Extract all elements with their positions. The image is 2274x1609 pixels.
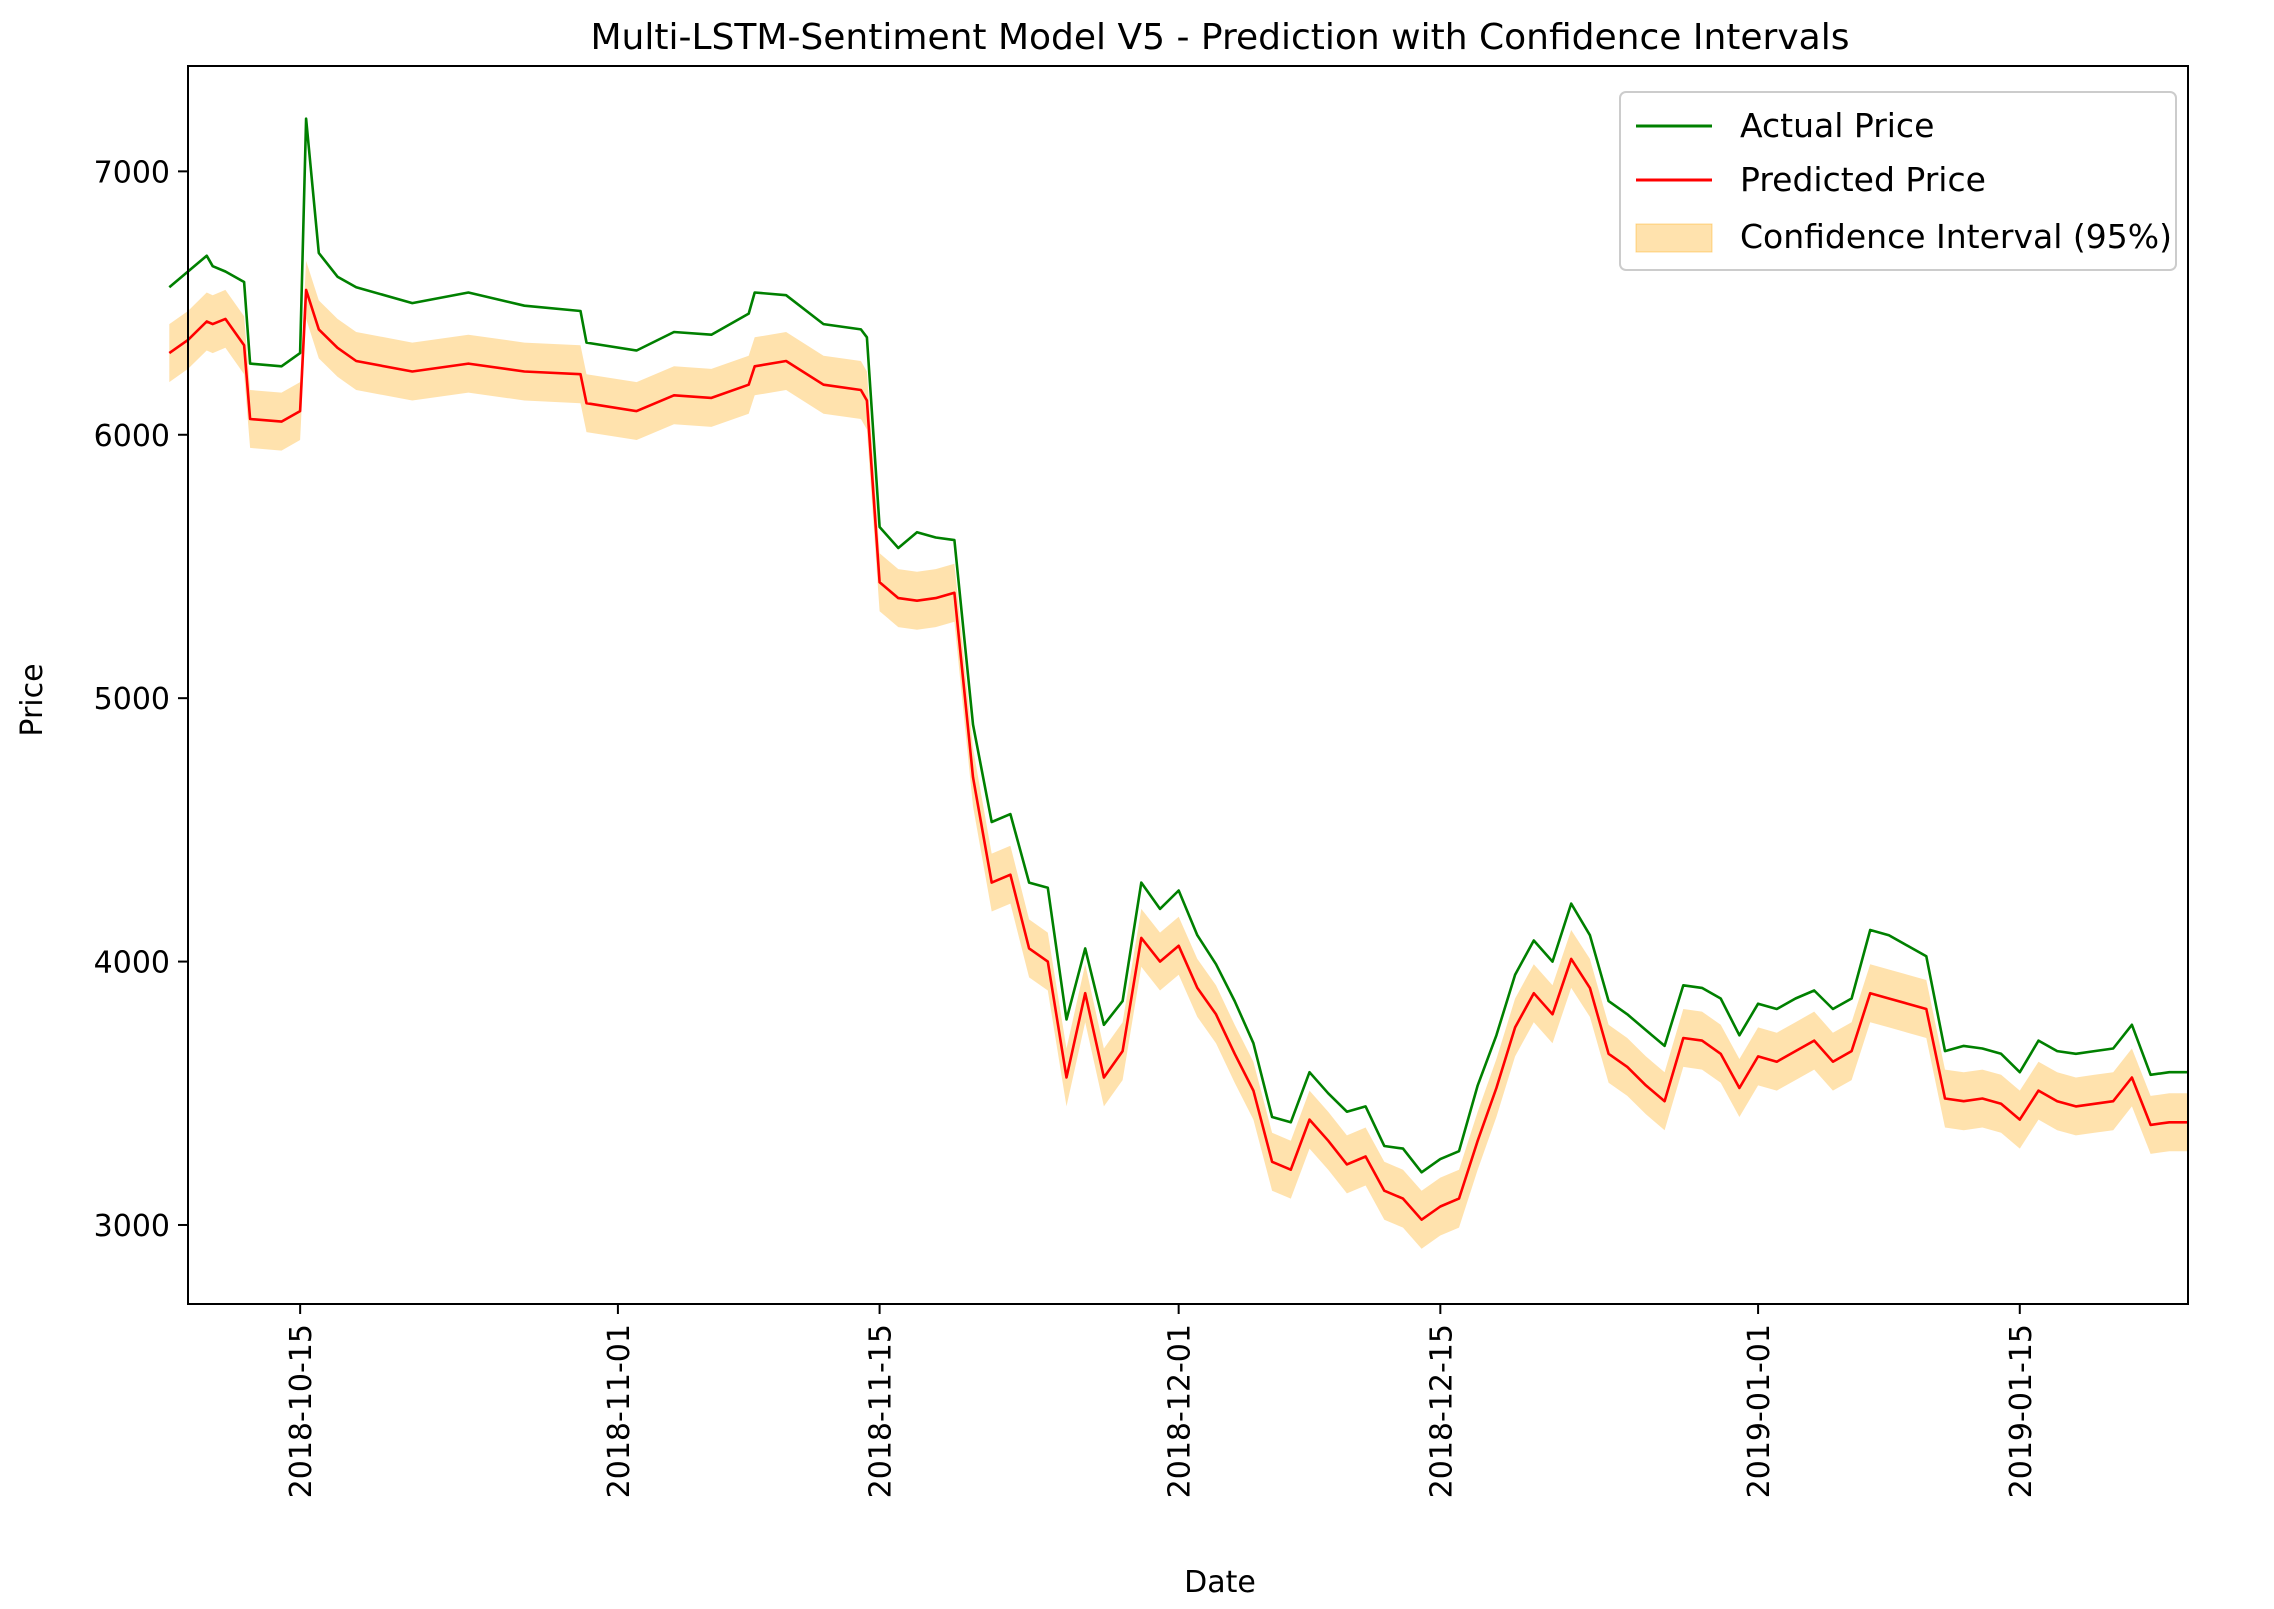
plot-area: [168, 117, 2188, 1249]
chart-title: Multi-LSTM-Sentiment Model V5 - Predicti…: [591, 17, 1850, 58]
x-tick-label: 2019-01-15: [2004, 1324, 2039, 1498]
x-axis-title: Date: [1184, 1565, 1256, 1600]
legend-actual-label: Actual Price: [1740, 106, 1934, 145]
x-tick-label: 2019-01-01: [1742, 1324, 1777, 1498]
legend-frame: [1619, 91, 2177, 271]
y-tick-label: 5000: [94, 682, 170, 717]
plot-frame: [187, 65, 2189, 1305]
legend-ci-label: Confidence Interval (95%): [1740, 217, 2172, 256]
y-tick-label: 4000: [94, 946, 170, 981]
legend-ci-swatch: [1635, 223, 1713, 253]
y-tick-label: 3000: [94, 1209, 170, 1244]
legend: Actual Price Predicted Price Confidence …: [1619, 91, 2177, 271]
y-tick-label: 6000: [94, 419, 170, 454]
x-tick-label: 2018-11-15: [864, 1324, 899, 1498]
x-tick-label: 2018-12-15: [1424, 1324, 1459, 1498]
y-axis-title: Price: [15, 663, 50, 736]
actual-price-line: [168, 117, 2188, 1174]
legend-predicted-label: Predicted Price: [1740, 160, 1986, 199]
confidence-interval-band: [169, 260, 2188, 1249]
y-tick-label: 7000: [94, 155, 170, 190]
x-axis: 2018-10-15 2018-11-01 2018-11-15 2018-12-01…: [284, 1304, 2039, 1498]
x-tick-label: 2018-12-01: [1163, 1324, 1198, 1498]
y-axis: 3000 4000 5000 6000 7000: [94, 155, 188, 1244]
predicted-price-line: [168, 288, 2188, 1221]
x-tick-label: 2018-10-15: [284, 1324, 319, 1498]
x-tick-label: 2018-11-01: [602, 1324, 637, 1498]
